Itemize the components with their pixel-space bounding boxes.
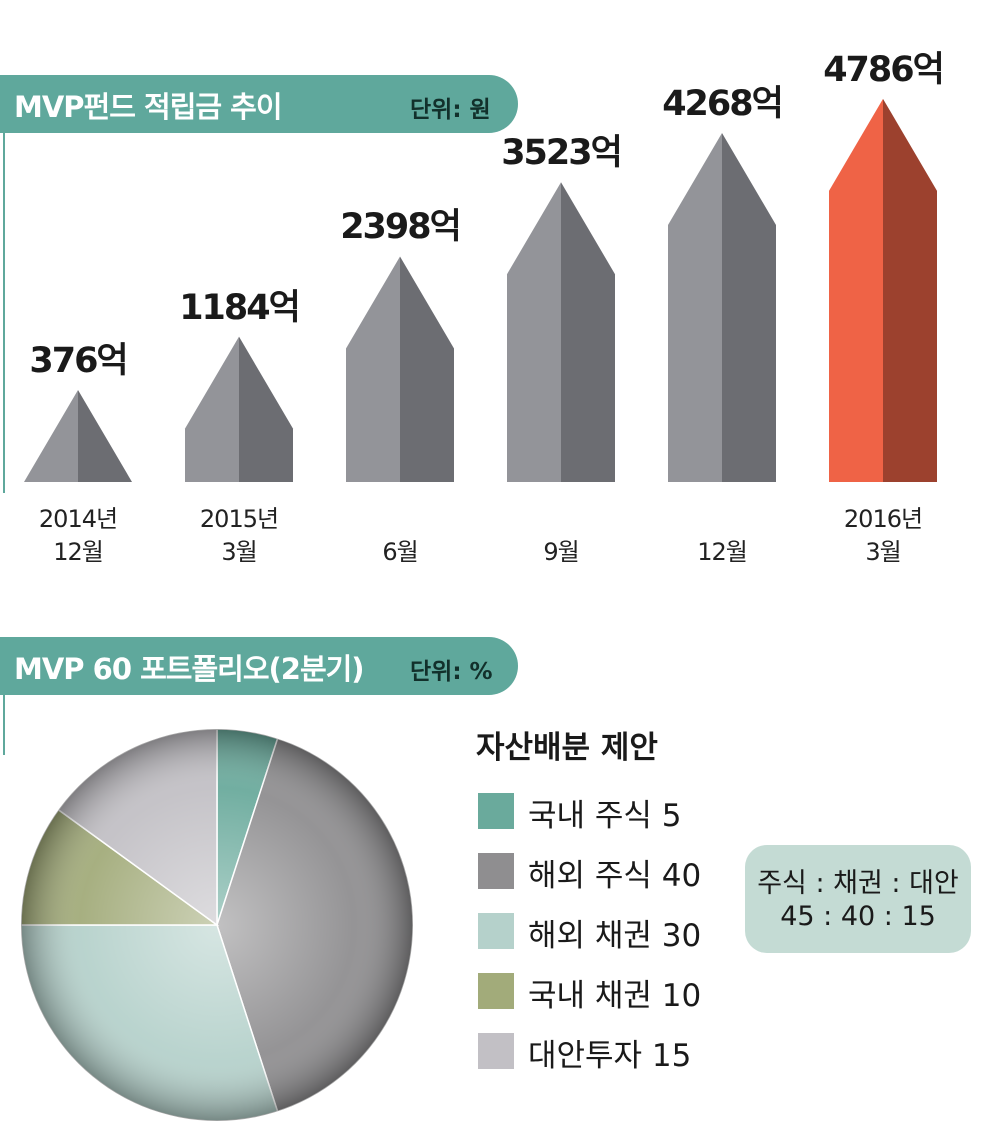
ratio-box: 주식 : 채권 : 대안 45 : 40 : 15 — [745, 845, 971, 953]
bar-category-label-4: 12월 — [622, 503, 822, 569]
bar-value-label-4: 4268억 — [662, 84, 784, 125]
bar-1 — [185, 336, 293, 482]
bar-0-light-face — [24, 390, 78, 482]
bar-category-year-5: 2016년 — [843, 505, 923, 533]
legend-swatch-0 — [478, 793, 514, 829]
bar-category-month-1: 3월 — [221, 538, 257, 566]
legend-title: 자산배분 제안 — [476, 730, 658, 766]
bottom-panel-accent-line — [3, 695, 5, 755]
bar-2-dark-face — [400, 256, 454, 482]
bar-3 — [507, 182, 615, 482]
bottom-panel-title: MVP 60 포트폴리오(2분기) — [14, 652, 365, 686]
bar-value-label-1: 1184억 — [179, 287, 301, 328]
bar-chart — [24, 98, 937, 482]
bar-4-dark-face — [722, 133, 776, 482]
bottom-panel-unit: 단위: % — [410, 659, 493, 685]
bar-category-year-1: 2015년 — [199, 505, 279, 533]
bar-category-month-3: 9월 — [543, 538, 579, 566]
legend-label-4: 대안투자 15 — [528, 1038, 692, 1074]
bar-1-light-face — [185, 336, 239, 482]
legend-swatch-4 — [478, 1033, 514, 1069]
bar-category-month-2: 6월 — [382, 538, 418, 566]
legend-label-3: 국내 채권 10 — [528, 978, 702, 1014]
top-panel-accent-line — [3, 133, 5, 493]
top-panel-header: MVP펀드 적립금 추이 단위: 원 — [0, 75, 518, 133]
bar-category-label-0: 2014년 12월 — [0, 503, 178, 569]
bar-4-light-face — [668, 133, 722, 482]
legend-label-1: 해외 주식 40 — [528, 858, 702, 894]
bar-category-year-0: 2014년 — [38, 505, 118, 533]
legend-label-2: 해외 채권 30 — [528, 918, 702, 954]
bar-2-light-face — [346, 256, 400, 482]
bar-value-label-5: 4786억 — [823, 49, 945, 90]
bar-0 — [24, 390, 132, 482]
bar-2 — [346, 256, 454, 482]
bar-3-dark-face — [561, 182, 615, 482]
bar-category-label-2: 6월 — [300, 503, 500, 569]
legend-swatch-2 — [478, 913, 514, 949]
bar-5-light-face — [829, 98, 883, 482]
bar-category-label-3: 9월 — [461, 503, 661, 569]
bar-category-month-4: 12월 — [697, 538, 748, 566]
legend-label-0: 국내 주식 5 — [528, 798, 682, 834]
top-panel-title: MVP펀드 적립금 추이 — [14, 90, 283, 124]
top-panel-unit: 단위: 원 — [410, 97, 491, 123]
bar-4 — [668, 133, 776, 482]
ratio-header: 주식 : 채권 : 대안 — [757, 868, 959, 899]
bar-category-month-5: 3월 — [865, 538, 901, 566]
bar-0-dark-face — [78, 390, 132, 482]
bar-5-dark-face — [883, 98, 937, 482]
bar-value-label-3: 3523억 — [501, 133, 623, 174]
bar-category-month-0: 12월 — [53, 538, 104, 566]
bar-value-label-2: 2398억 — [340, 207, 462, 248]
bar-1-dark-face — [239, 336, 293, 482]
pie-shading — [21, 729, 413, 1121]
bar-5 — [829, 98, 937, 482]
bar-category-label-5: 2016년 3월 — [783, 503, 983, 569]
ratio-values: 45 : 40 : 15 — [780, 901, 936, 932]
bar-3-light-face — [507, 182, 561, 482]
bar-category-label-1: 2015년 3월 — [139, 503, 339, 569]
pie-chart — [20, 728, 414, 1122]
legend-swatch-3 — [478, 973, 514, 1009]
bottom-panel-header: MVP 60 포트폴리오(2분기) 단위: % — [0, 637, 518, 695]
bar-value-label-0: 376억 — [29, 341, 128, 381]
legend-swatch-1 — [478, 853, 514, 889]
